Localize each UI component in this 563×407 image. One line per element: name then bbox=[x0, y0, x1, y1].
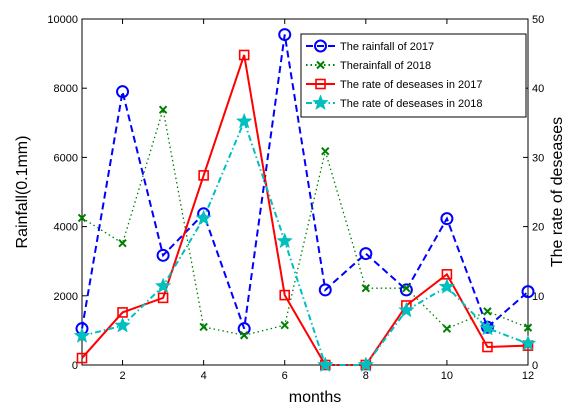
data-point bbox=[276, 232, 294, 249]
series-layer bbox=[73, 28, 537, 373]
y-tick-label: 4000 bbox=[54, 222, 78, 234]
x-tick-label: 8 bbox=[363, 370, 369, 382]
data-point bbox=[198, 170, 209, 181]
data-point bbox=[519, 334, 537, 351]
data-point bbox=[318, 283, 332, 297]
data-point bbox=[280, 321, 289, 330]
y2-tick-label: 10 bbox=[532, 291, 544, 303]
data-point bbox=[238, 49, 250, 61]
y-axis-label: Rainfall(0.1mm) bbox=[14, 136, 31, 249]
data-point bbox=[114, 316, 131, 333]
data-point bbox=[359, 247, 373, 261]
legend-label: Therainfall of 2018 bbox=[340, 60, 431, 72]
legend-marker bbox=[316, 60, 325, 70]
legend-entry: The rate of deseases in 2017 bbox=[306, 78, 482, 91]
data-point bbox=[357, 356, 375, 373]
legend-marker bbox=[315, 78, 326, 90]
data-point bbox=[402, 283, 411, 293]
data-point bbox=[199, 322, 208, 332]
x-tick-label: 2 bbox=[119, 370, 125, 382]
y-tick-label: 8000 bbox=[54, 83, 78, 95]
y2-tick-label: 20 bbox=[532, 222, 544, 234]
legend-entry: The rate of deseases in 2018 bbox=[306, 94, 482, 111]
x-tick-label: 10 bbox=[441, 370, 453, 382]
y-axis-ticks: 0 2000 4000 6000 8000 10000 bbox=[47, 14, 87, 372]
series-line bbox=[81, 54, 529, 366]
data-point bbox=[440, 212, 454, 226]
series-line bbox=[81, 34, 529, 330]
data-point bbox=[158, 105, 168, 114]
data-point bbox=[321, 146, 330, 156]
y-tick-label: 6000 bbox=[54, 152, 78, 164]
y-tick-label: 0 bbox=[72, 360, 78, 372]
data-point bbox=[279, 289, 291, 301]
data-point bbox=[157, 292, 169, 304]
x-tick-label: 12 bbox=[522, 370, 534, 382]
legend-label: The rate of deseases in 2017 bbox=[340, 79, 482, 91]
data-point bbox=[154, 277, 172, 294]
y2-axis-label: The rate of deseases bbox=[549, 117, 563, 267]
data-point bbox=[76, 352, 88, 364]
data-point bbox=[399, 283, 413, 297]
y2-tick-label: 0 bbox=[532, 360, 538, 372]
data-point bbox=[156, 248, 170, 262]
data-point bbox=[479, 319, 496, 336]
legend: The rainfall of 2017 Therainfall of 2018 T… bbox=[300, 33, 527, 118]
series-2 bbox=[77, 105, 533, 340]
legend-entry: Therainfall of 2018 bbox=[306, 60, 431, 72]
legend-marker bbox=[312, 94, 329, 111]
series-line bbox=[81, 109, 529, 336]
legend-box bbox=[300, 33, 527, 118]
y2-axis-ticks: 0 10 20 30 40 50 bbox=[523, 14, 544, 372]
x-axis-label: months bbox=[289, 389, 341, 406]
data-point bbox=[235, 112, 253, 129]
y2-tick-label: 40 bbox=[532, 83, 544, 95]
legend-label: The rate of deseases in 2018 bbox=[340, 98, 482, 110]
series-4 bbox=[73, 112, 537, 373]
y-tick-label: 2000 bbox=[54, 291, 78, 303]
data-point bbox=[521, 285, 535, 299]
y2-tick-label: 50 bbox=[532, 14, 544, 26]
data-point bbox=[116, 85, 130, 99]
x-axis-ticks: 2 4 6 8 10 12 bbox=[119, 19, 534, 382]
data-point bbox=[316, 356, 334, 373]
legend-entries: The rainfall of 2017 Therainfall of 2018 T… bbox=[306, 39, 482, 111]
series-line bbox=[81, 118, 529, 366]
data-point bbox=[483, 307, 492, 316]
data-point bbox=[278, 28, 292, 42]
legend-label: The rainfall of 2017 bbox=[340, 41, 434, 53]
data-point bbox=[118, 239, 127, 248]
data-point bbox=[239, 331, 249, 340]
data-point bbox=[523, 323, 533, 332]
legend-marker bbox=[314, 39, 327, 53]
legend-entry: The rainfall of 2017 bbox=[306, 39, 434, 53]
y2-tick-label: 30 bbox=[532, 152, 544, 164]
data-point bbox=[77, 213, 87, 223]
data-point bbox=[442, 324, 452, 333]
x-tick-label: 6 bbox=[282, 370, 288, 382]
x-tick-label: 4 bbox=[201, 370, 207, 382]
data-point bbox=[398, 301, 415, 318]
data-point bbox=[361, 283, 371, 293]
data-point bbox=[195, 209, 212, 226]
data-point bbox=[438, 278, 456, 294]
data-point bbox=[482, 341, 493, 353]
data-point bbox=[73, 327, 91, 343]
y-tick-label: 10000 bbox=[47, 14, 78, 26]
